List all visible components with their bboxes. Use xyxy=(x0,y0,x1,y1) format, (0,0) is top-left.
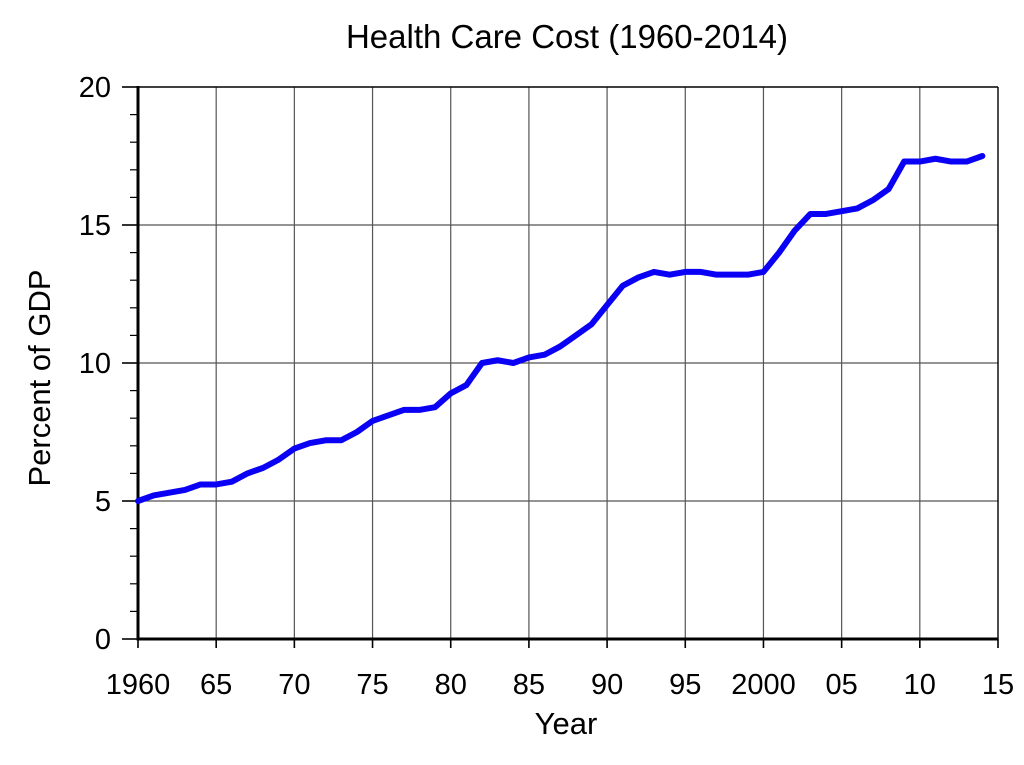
x-tick-label: 15 xyxy=(982,669,1014,701)
y-axis-ticks: 0 5 10 15 20 xyxy=(79,72,138,656)
x-tick-label: 65 xyxy=(200,669,232,701)
y-tick-label: 10 xyxy=(79,348,111,380)
x-tick-label: 1960 xyxy=(106,669,171,701)
x-tick-label: 70 xyxy=(278,669,310,701)
x-tick-label: 2000 xyxy=(731,669,796,701)
x-tick-label: 90 xyxy=(591,669,623,701)
x-tick-label: 85 xyxy=(513,669,545,701)
x-tick-label: 10 xyxy=(904,669,936,701)
y-tick-label: 0 xyxy=(95,624,111,656)
chart-title: Health Care Cost (1960-2014) xyxy=(346,18,788,55)
x-tick-label: 95 xyxy=(669,669,701,701)
series-layer xyxy=(135,153,986,504)
x-axis-ticks: 1960 65 70 75 80 85 90 95 2000 05 10 15 xyxy=(106,639,1014,701)
series-line xyxy=(135,153,986,504)
grid xyxy=(138,87,998,639)
y-tick-label: 20 xyxy=(79,72,111,104)
x-axis-label: Year xyxy=(535,706,598,741)
y-tick-label: 15 xyxy=(79,210,111,242)
y-axis-label: Percent of GDP xyxy=(22,269,57,486)
x-tick-label: 80 xyxy=(435,669,467,701)
x-tick-label: 75 xyxy=(356,669,388,701)
y-tick-label: 5 xyxy=(95,486,111,518)
x-tick-label: 05 xyxy=(826,669,858,701)
